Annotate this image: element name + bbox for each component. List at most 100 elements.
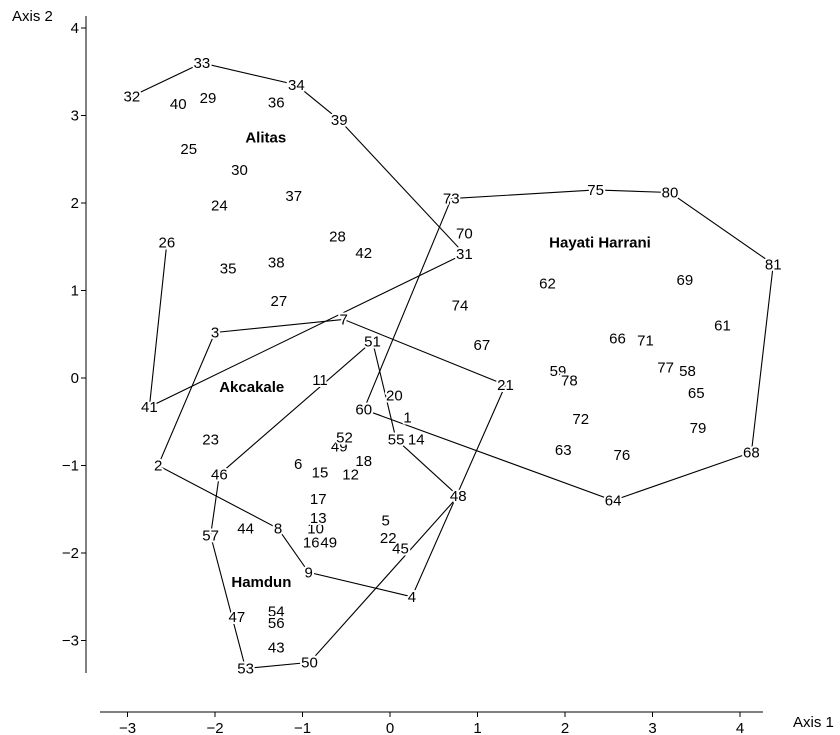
- point-label: 50: [301, 654, 318, 671]
- hull-hamdun: [210, 340, 460, 670]
- point-label: 54: [268, 604, 285, 621]
- point-label: 56: [268, 615, 285, 632]
- point-label: 68: [743, 444, 760, 461]
- y-tick-label: 1: [71, 283, 79, 300]
- point-label: 70: [456, 226, 473, 243]
- point-label: 27: [271, 293, 288, 310]
- point-label: 44: [237, 521, 254, 538]
- group-hulls: [131, 62, 774, 670]
- point-label: 81: [765, 256, 782, 273]
- group-label: Hayati Harrani: [549, 234, 651, 251]
- x-tick-label: 1: [473, 720, 481, 735]
- point-label: 80: [662, 185, 679, 202]
- group-labels: Alitas Hayati Harrani Akcakale Hamdun: [219, 129, 651, 591]
- y-tick-label: 4: [71, 20, 79, 37]
- point-label: 73: [443, 191, 460, 208]
- point-label: 8: [274, 521, 282, 538]
- x-axis-label: Axis 1: [793, 714, 834, 731]
- point-label: 51: [364, 333, 381, 350]
- point-label: 24: [211, 198, 228, 215]
- point-label: 71: [637, 332, 654, 349]
- point-label: 53: [237, 661, 254, 678]
- x-tick-label: −2: [206, 720, 223, 735]
- point-label: 60: [355, 402, 372, 419]
- hull-akcakale: [157, 318, 507, 598]
- x-tick-label: 3: [648, 720, 656, 735]
- point-label: 57: [202, 528, 219, 545]
- point-label: 39: [331, 112, 348, 129]
- y-tick-label: 3: [71, 108, 79, 125]
- point-label: 61: [714, 318, 731, 335]
- point-label: 66: [609, 331, 626, 348]
- data-points: 1234567891011121314151617182021222324252…: [122, 53, 784, 680]
- point-label: 78: [561, 373, 578, 390]
- point-label: 76: [614, 447, 631, 464]
- point-label: 7: [339, 311, 347, 328]
- point-label: 69: [677, 272, 694, 289]
- point-label: 47: [229, 609, 246, 626]
- point-label: 40: [170, 96, 187, 113]
- point-label: 74: [452, 297, 469, 314]
- point-label: 48: [450, 488, 467, 505]
- x-tick-label: −3: [119, 720, 136, 735]
- point-label: 25: [180, 141, 197, 158]
- point-label: 67: [474, 337, 491, 354]
- point-label: 20: [386, 388, 403, 405]
- point-label: 45: [392, 541, 409, 558]
- point-label: 6: [294, 456, 302, 473]
- point-label: 17: [310, 491, 327, 508]
- point-label: 32: [124, 88, 141, 105]
- x-tick-label: 4: [736, 720, 744, 735]
- point-label: 79: [690, 420, 707, 437]
- point-label: 49: [331, 438, 348, 455]
- point-label: 26: [159, 234, 176, 251]
- point-label: 2: [154, 458, 162, 475]
- point-label: 37: [285, 188, 302, 205]
- point-label: 59: [550, 363, 567, 380]
- point-label: 62: [539, 276, 556, 293]
- point-label: 63: [555, 442, 572, 459]
- point-label: 64: [605, 493, 622, 510]
- point-label: 77: [657, 360, 674, 377]
- point-label: 35: [220, 261, 237, 278]
- point-label: 75: [587, 182, 604, 199]
- y-tick-label: −1: [62, 458, 79, 475]
- point-label: 46: [211, 466, 228, 483]
- point-label: 18: [355, 453, 372, 470]
- point-label: 65: [688, 385, 705, 402]
- point-label: 14: [408, 431, 425, 448]
- y-tick-label: −3: [62, 633, 79, 650]
- point-label: 15: [312, 465, 329, 482]
- point-label: 1: [403, 409, 411, 426]
- y-axis-label: Axis 2: [12, 8, 53, 25]
- hull-alitas: [131, 62, 466, 408]
- y-tick-label: −2: [62, 545, 79, 562]
- x-tick-label: −1: [294, 720, 311, 735]
- point-label: 42: [355, 245, 372, 262]
- y-tick-label: 2: [71, 195, 79, 212]
- point-label: 3: [211, 325, 219, 342]
- point-label: 29: [200, 90, 217, 107]
- point-label: 11: [312, 372, 328, 389]
- point-label: 33: [194, 55, 211, 72]
- point-label: 52: [336, 430, 353, 447]
- point-label: 5: [381, 513, 389, 530]
- group-label: Akcakale: [219, 379, 284, 396]
- point-label: 9: [304, 564, 312, 581]
- point-label: 58: [679, 363, 696, 380]
- point-label: 36: [268, 94, 285, 111]
- x-tick-label: 2: [561, 720, 569, 735]
- point-label: 22: [380, 530, 397, 547]
- point-label: 41: [141, 399, 158, 416]
- y-tick-label: 0: [71, 370, 79, 387]
- group-label: Hamdun: [231, 574, 291, 591]
- point-label: 10: [307, 521, 324, 538]
- point-label: 12: [342, 466, 359, 483]
- point-label: 55: [388, 431, 405, 448]
- point-label: 30: [231, 162, 248, 179]
- point-label: 16: [303, 535, 320, 552]
- point-label: 28: [329, 228, 346, 245]
- point-label: 31: [456, 246, 473, 263]
- point-label: 72: [572, 411, 589, 428]
- point-label: 21: [497, 377, 514, 394]
